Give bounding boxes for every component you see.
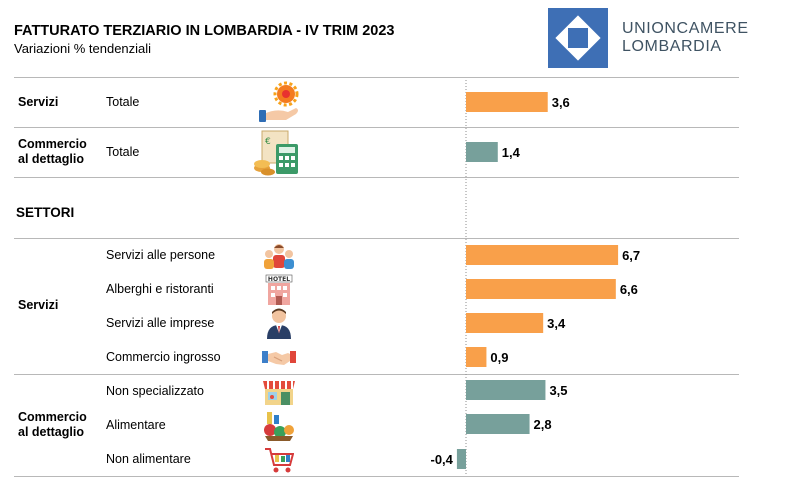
bar: [466, 380, 546, 400]
bar-value-label: 6,6: [620, 282, 638, 297]
category-label: Non alimentare: [106, 452, 191, 466]
bar: [466, 245, 619, 265]
category-label: Commercio ingrosso: [106, 350, 221, 364]
divider: [14, 127, 739, 128]
bar: [466, 142, 498, 162]
bar: [466, 279, 616, 299]
svg-text:€: €: [265, 137, 271, 147]
category-label: Alimentare: [106, 418, 166, 432]
bar: [466, 313, 544, 333]
hotel-icon: HOTEL: [265, 274, 293, 305]
divider: [14, 238, 739, 239]
divider: [14, 476, 739, 477]
shopping-cart-icon: [265, 448, 294, 473]
divider: [14, 77, 739, 78]
bar-value-label: 6,7: [622, 248, 640, 263]
bar-value-label: 3,4: [547, 316, 566, 331]
divider: [14, 177, 739, 178]
bar-value-label: 3,6: [552, 95, 570, 110]
category-label: Totale: [106, 145, 140, 159]
group-label-commercio: Commercio al dettaglio: [18, 137, 87, 166]
svg-text:HOTEL: HOTEL: [268, 276, 290, 283]
category-label: Servizi alle persone: [106, 248, 216, 262]
bar-value-label: 0,9: [490, 350, 508, 365]
bar-value-label: 1,4: [502, 145, 521, 160]
group-label-servizi: Servizi: [18, 95, 59, 109]
shop-icon: [263, 381, 295, 405]
businessman-icon: [267, 308, 291, 339]
section-title-settori: SETTORI: [16, 205, 75, 220]
handshake-icon: [262, 351, 296, 365]
divider: [14, 374, 739, 375]
page-title: FATTURATO TERZIARIO IN LOMBARDIA - IV TR…: [14, 23, 395, 39]
page-subtitle: Variazioni % tendenziali: [14, 41, 152, 56]
bar: [466, 92, 548, 112]
bar: [466, 347, 487, 367]
category-label: Servizi alle imprese: [106, 316, 215, 330]
logo-text-line2: LOMBARDIA: [622, 38, 722, 55]
bar: [456, 449, 466, 469]
bar-value-label: 3,5: [549, 383, 567, 398]
gear-hand-icon: [259, 81, 299, 122]
people-icon: [264, 244, 294, 269]
logo-text-line1: UNIONCAMERE: [622, 20, 749, 37]
groceries-icon: [264, 412, 294, 441]
bar-value-label: 2,8: [534, 417, 552, 432]
category-label: Alberghi e ristoranti: [106, 282, 214, 296]
calculator-coins-icon: €: [254, 130, 298, 176]
category-label: Non specializzato: [106, 384, 204, 398]
unioncamere-logo-icon: [548, 8, 608, 68]
bar-value-label: -0,4: [431, 452, 454, 467]
group-label-servizi-settori: Servizi: [18, 298, 59, 312]
group-label-commercio-settori: Commercio al dettaglio: [18, 410, 87, 439]
category-label: Totale: [106, 95, 140, 109]
bar: [466, 414, 530, 434]
